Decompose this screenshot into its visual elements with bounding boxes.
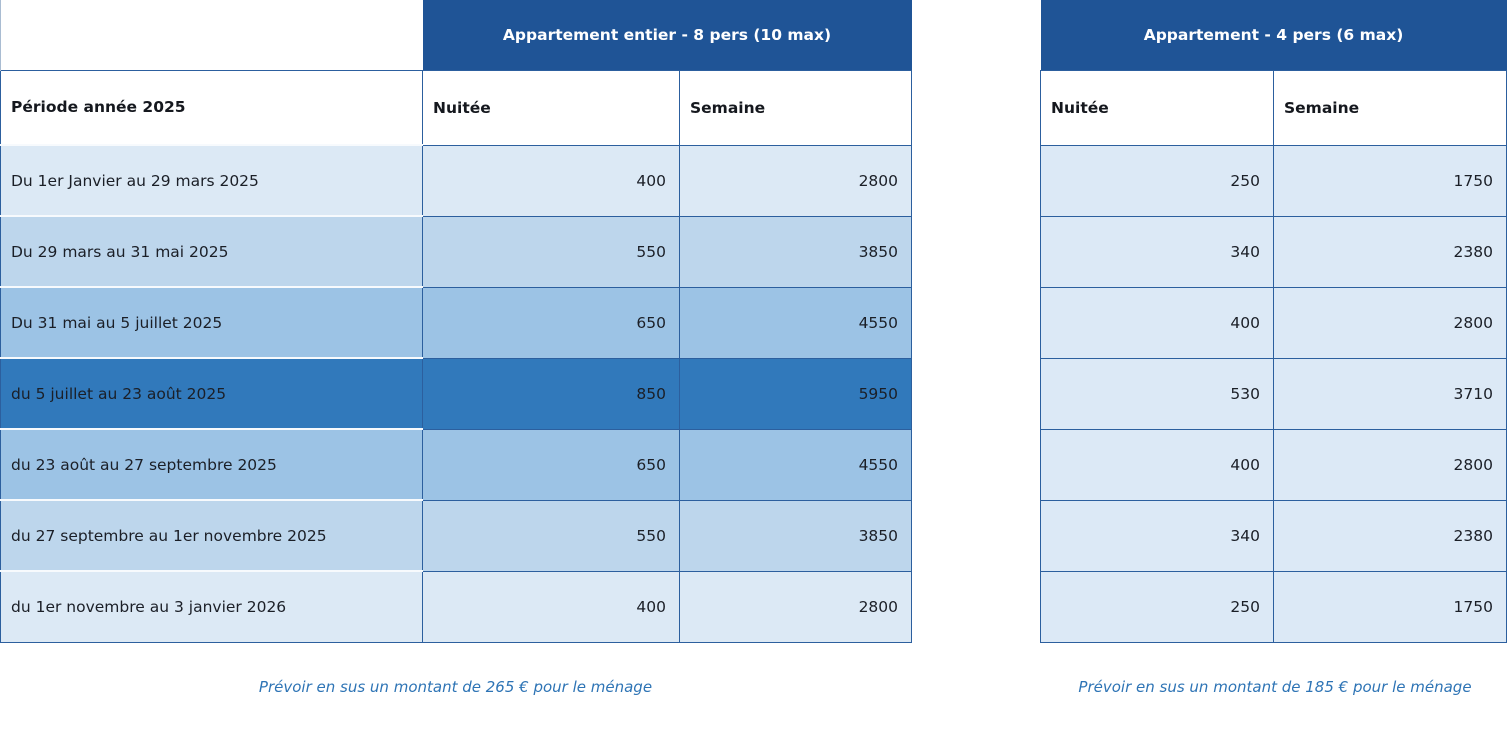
night-price: 650 xyxy=(422,428,680,501)
table-row: du 1er novembre au 3 janvier 2026 400 28… xyxy=(0,570,913,643)
night-price: 550 xyxy=(422,215,680,288)
week-price: 2800 xyxy=(678,144,913,217)
table-row: du 5 juillet au 23 août 2025 850 5950 xyxy=(0,357,913,430)
left-column-header-night: Nuitée xyxy=(422,69,680,146)
night-price: 250 xyxy=(1040,570,1274,643)
left-pricing-table: Appartement entier - 8 pers (10 max) Pér… xyxy=(0,0,913,643)
table-row: Du 31 mai au 5 juillet 2025 650 4550 xyxy=(0,286,913,359)
week-price: 4550 xyxy=(678,286,913,359)
night-price: 340 xyxy=(1040,499,1274,572)
left-table-title-band: Appartement entier - 8 pers (10 max) xyxy=(422,0,912,70)
night-price: 400 xyxy=(422,570,680,643)
table-row: 250 1750 xyxy=(1040,144,1507,217)
right-table-title-band: Appartement - 4 pers (6 max) xyxy=(1040,0,1507,70)
left-column-header-period: Période année 2025 xyxy=(0,69,423,146)
week-price: 3850 xyxy=(678,215,913,288)
table-row: 340 2380 xyxy=(1040,215,1507,288)
week-price: 2800 xyxy=(678,570,913,643)
night-price: 400 xyxy=(1040,428,1274,501)
right-column-header-week: Semaine xyxy=(1273,69,1507,146)
night-price: 400 xyxy=(422,144,680,217)
period-label: du 27 septembre au 1er novembre 2025 xyxy=(0,499,423,571)
week-price: 2800 xyxy=(1273,286,1507,359)
night-price: 650 xyxy=(422,286,680,359)
left-table-corner-cell xyxy=(0,0,423,70)
week-price: 2380 xyxy=(1273,215,1507,288)
week-price: 1750 xyxy=(1273,144,1507,217)
right-cleaning-fee-note: Prévoir en sus un montant de 185 € pour … xyxy=(1078,678,1472,696)
period-label: du 23 août au 27 septembre 2025 xyxy=(0,428,423,500)
period-label: Du 1er Janvier au 29 mars 2025 xyxy=(0,144,423,216)
right-column-header-night: Nuitée xyxy=(1040,69,1274,146)
period-label: du 1er novembre au 3 janvier 2026 xyxy=(0,570,423,643)
week-price: 1750 xyxy=(1273,570,1507,643)
table-row: 250 1750 xyxy=(1040,570,1507,643)
week-price: 5950 xyxy=(678,357,913,430)
night-price: 340 xyxy=(1040,215,1274,288)
right-pricing-table: Appartement - 4 pers (6 max) Nuitée Sema… xyxy=(1040,0,1507,643)
night-price: 400 xyxy=(1040,286,1274,359)
night-price: 530 xyxy=(1040,357,1274,430)
period-label: Du 29 mars au 31 mai 2025 xyxy=(0,215,423,287)
right-pricing-table-wrap: Appartement - 4 pers (6 max) Nuitée Sema… xyxy=(1040,0,1507,643)
table-row: 340 2380 xyxy=(1040,499,1507,572)
table-row: 530 3710 xyxy=(1040,357,1507,430)
night-price: 250 xyxy=(1040,144,1274,217)
left-column-header-week: Semaine xyxy=(678,69,913,146)
week-price: 4550 xyxy=(678,428,913,501)
table-row: Du 29 mars au 31 mai 2025 550 3850 xyxy=(0,215,913,288)
left-pricing-table-wrap: Appartement entier - 8 pers (10 max) Pér… xyxy=(0,0,913,643)
table-row: 400 2800 xyxy=(1040,286,1507,359)
week-price: 3710 xyxy=(1273,357,1507,430)
table-row: du 23 août au 27 septembre 2025 650 4550 xyxy=(0,428,913,501)
week-price: 3850 xyxy=(678,499,913,572)
table-row: 400 2800 xyxy=(1040,428,1507,501)
week-price: 2380 xyxy=(1273,499,1507,572)
left-cleaning-fee-note: Prévoir en sus un montant de 265 € pour … xyxy=(258,678,653,696)
table-row: du 27 septembre au 1er novembre 2025 550… xyxy=(0,499,913,572)
table-row: Du 1er Janvier au 29 mars 2025 400 2800 xyxy=(0,144,913,217)
night-price: 550 xyxy=(422,499,680,572)
period-label: du 5 juillet au 23 août 2025 xyxy=(0,357,423,429)
night-price: 850 xyxy=(422,357,680,430)
week-price: 2800 xyxy=(1273,428,1507,501)
period-label: Du 31 mai au 5 juillet 2025 xyxy=(0,286,423,358)
